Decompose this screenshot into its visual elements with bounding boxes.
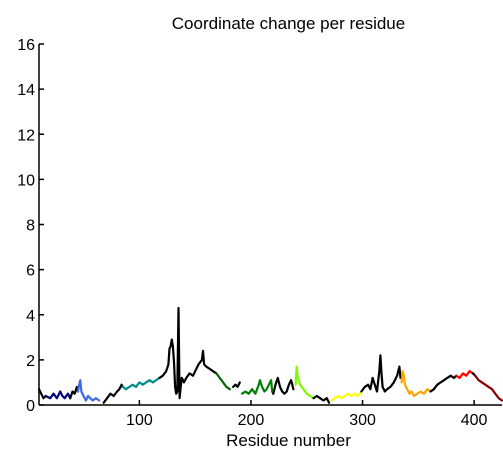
axes: 0 2 4 6 8 10 12 14 16 100 200 300 400 bbox=[17, 37, 502, 429]
series-line-13 bbox=[312, 394, 331, 404]
y-tick-label: 0 bbox=[26, 398, 35, 415]
series-line-20 bbox=[474, 374, 503, 402]
y-tick-label: 4 bbox=[26, 308, 35, 325]
series-line-3 bbox=[69, 385, 80, 400]
series-line-4 bbox=[76, 379, 101, 402]
series-line-5 bbox=[102, 383, 124, 404]
series-line-6 bbox=[121, 376, 161, 391]
y-tick-label: 8 bbox=[26, 218, 35, 235]
y-tick-label: 2 bbox=[26, 353, 35, 370]
x-tick-label: 100 bbox=[126, 412, 153, 429]
x-axis-label: Residue number bbox=[226, 431, 351, 450]
series-line-17 bbox=[429, 374, 458, 393]
series-line-2 bbox=[44, 390, 72, 400]
series-line-14 bbox=[330, 390, 363, 402]
series-line-11 bbox=[272, 376, 295, 395]
series-line-1 bbox=[37, 388, 47, 400]
series-line-18 bbox=[455, 370, 475, 379]
series-line-16 bbox=[400, 370, 432, 398]
x-tick-label: 400 bbox=[461, 412, 488, 429]
x-tick-label: 300 bbox=[349, 412, 376, 429]
series-line-12 bbox=[294, 365, 315, 400]
y-tick-label: 10 bbox=[17, 172, 35, 189]
chart-title: Coordinate change per residue bbox=[172, 14, 405, 33]
x-tick-label: 200 bbox=[238, 412, 265, 429]
series-line-15 bbox=[360, 354, 402, 393]
series-line-10 bbox=[241, 379, 275, 395]
y-tick-label: 16 bbox=[17, 37, 35, 54]
series-line-9 bbox=[232, 381, 241, 388]
plot-traces bbox=[37, 306, 503, 404]
y-tick-label: 12 bbox=[17, 127, 35, 144]
series-line-7 bbox=[158, 306, 218, 400]
y-tick-label: 14 bbox=[17, 82, 35, 99]
series-line-8 bbox=[215, 372, 231, 391]
y-tick-label: 6 bbox=[26, 263, 35, 280]
